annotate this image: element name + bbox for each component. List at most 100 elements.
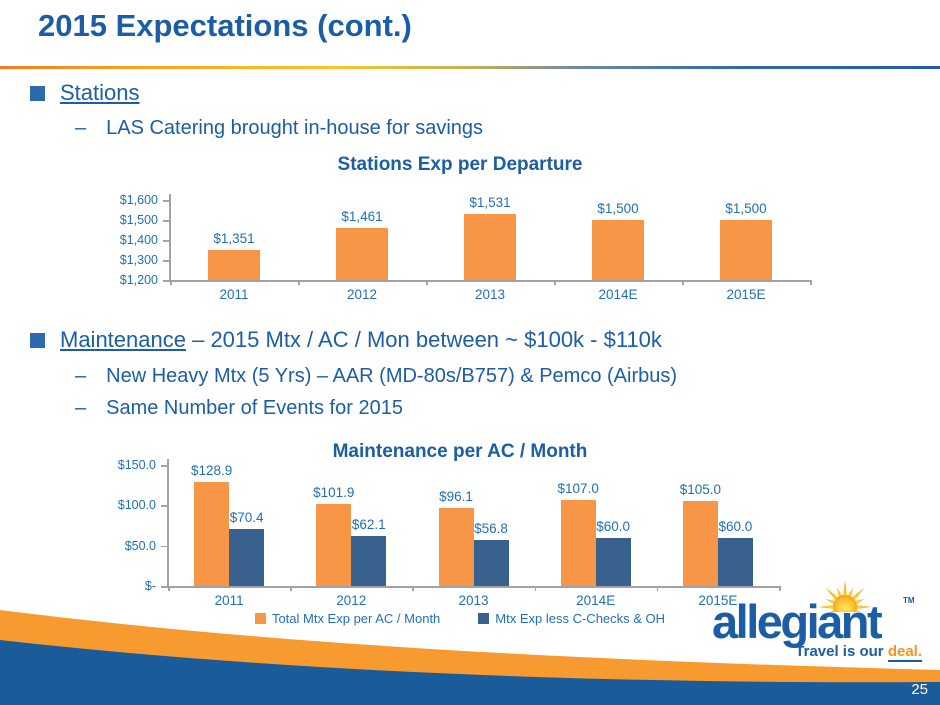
bar-value-label: $107.0 [557, 480, 599, 496]
y-axis-tick [161, 465, 167, 467]
chart-title: Stations Exp per Departure [337, 154, 583, 175]
x-axis-tick [170, 280, 172, 285]
bullet-stations-sub-label: LAS Catering brought in-house for saving… [106, 117, 484, 139]
chart-maintenance-per-ac-month: Maintenance per AC / Month $150.0 $100.0 $5… [100, 440, 820, 640]
bullet-stations: Stations [30, 80, 140, 106]
x-axis-tick [554, 280, 556, 285]
x-axis-tick [779, 586, 781, 591]
bar [464, 213, 516, 280]
bar [438, 508, 474, 586]
x-axis-tick [426, 280, 428, 285]
x-axis-tick [534, 586, 537, 591]
bar [682, 501, 718, 586]
bar-value-label: $1,461 [341, 208, 383, 224]
bar-value-label: $96.1 [439, 489, 473, 505]
y-axis-tick [163, 280, 169, 282]
bullet-maintenance-sub1-label: New Heavy Mtx (5 Yrs) – AAR (MD-80s/B757… [106, 365, 678, 387]
bar [316, 503, 352, 586]
logo-tagline: Travel is our deal. [795, 643, 922, 662]
y-axis-tick [161, 505, 167, 507]
y-axis-tick [163, 220, 169, 222]
legend-swatch-icon [254, 613, 266, 624]
x-axis-tick [656, 586, 659, 591]
allegiant-logo: allegiant TM Travel is our deal. [712, 570, 938, 665]
bullet-maintenance-label: Maintenance – 2015 Mtx / AC / Mon betwee… [60, 327, 662, 352]
x-axis-label: 2015E [726, 287, 766, 302]
x-axis-tick [168, 586, 170, 591]
x-axis-tick [810, 280, 812, 285]
y-axis-label: $150.0 [117, 458, 156, 472]
bullet-stations-label: Stations [60, 80, 140, 105]
bar-value-label: $1,351 [213, 230, 255, 246]
trademark-symbol: TM [903, 596, 915, 605]
x-axis-line [167, 586, 779, 588]
x-axis-label: 2011 [214, 593, 244, 608]
x-axis-label: 2014E [598, 287, 638, 302]
legend-label: Mtx Exp less C-Checks & OH [495, 611, 666, 626]
y-axis-tick [161, 586, 167, 588]
bullet-stations-sub: – LAS Catering brought in-house for savi… [75, 117, 483, 140]
bar-value-label: $128.9 [190, 463, 233, 479]
dash-bullet-icon: – [75, 117, 87, 139]
square-bullet-icon [30, 333, 45, 348]
legend-swatch-icon [478, 613, 490, 624]
x-axis-tick [412, 586, 414, 591]
x-axis-label: 2014E [576, 593, 616, 608]
bar-value-label: $1,500 [725, 201, 767, 216]
bullet-maintenance-sub1: – New Heavy Mtx (5 Yrs) – AAR (MD-80s/B7… [75, 365, 677, 388]
x-axis-tick [298, 280, 300, 285]
bullet-maintenance: Maintenance – 2015 Mtx / AC / Mon betwee… [30, 327, 662, 353]
y-axis-label: $50.0 [124, 538, 156, 553]
x-axis-label: 2013 [474, 287, 506, 302]
x-axis-label: 2012 [336, 593, 367, 608]
swoosh-blue-band [0, 640, 940, 705]
y-axis-tick [163, 240, 169, 242]
bar-value-label: $101.9 [313, 484, 355, 500]
y-axis-label: $1,300 [119, 253, 158, 267]
bar [595, 537, 631, 586]
page-number: 25 [911, 681, 928, 698]
logo-wordmark: allegiant [712, 595, 883, 648]
x-axis-tick [682, 280, 684, 285]
bar-value-label: $56.8 [474, 521, 508, 537]
x-axis-label: 2012 [346, 287, 378, 302]
bar-value-label: $105.0 [679, 482, 722, 498]
chart-stations-exp-per-departure: Stations Exp per Departure $1,600 $1,500 $1… [100, 152, 820, 312]
y-axis-line [167, 459, 169, 586]
legend-label: Total Mtx Exp per AC / Month [271, 611, 441, 626]
y-axis-tick [161, 545, 167, 548]
bar [720, 220, 772, 280]
bar-value-label: $70.4 [229, 510, 264, 526]
bar-value-label: $60.0 [718, 518, 753, 534]
y-axis-line [169, 194, 171, 280]
bar [208, 249, 260, 280]
y-axis-tick [163, 200, 169, 202]
y-axis-label: $1,200 [119, 273, 158, 287]
y-axis-label: $100.0 [117, 498, 156, 513]
y-axis-label: $1,400 [119, 233, 158, 247]
x-axis-label: 2015E [698, 593, 738, 608]
chart-legend: Total Mtx Exp per AC / Month Mtx Exp less… [100, 611, 820, 626]
bar [351, 535, 387, 586]
sun-icon [818, 580, 872, 612]
chart-title: Maintenance per AC / Month [332, 441, 588, 462]
y-axis-tick [163, 260, 169, 262]
dash-bullet-icon: – [75, 397, 87, 419]
bullet-maintenance-sub2: – Same Number of Events for 2015 [75, 397, 403, 420]
legend-item: Total Mtx Exp per AC / Month [254, 611, 441, 626]
x-axis-label: 2011 [219, 287, 249, 302]
logo-tagline-deal: deal. [887, 643, 922, 662]
bar [194, 482, 230, 586]
y-axis-label: $- [144, 579, 156, 593]
legend-item: Mtx Exp less C-Checks & OH [478, 611, 665, 626]
bar [560, 499, 596, 586]
bar [336, 227, 388, 280]
title-divider [0, 66, 940, 69]
y-axis-label: $1,500 [119, 213, 158, 227]
page-title: 2015 Expectations (cont.) [38, 8, 412, 43]
bar [592, 220, 644, 280]
bar-value-label: $62.1 [351, 516, 386, 532]
bar [229, 529, 265, 586]
bar-value-label: $1,500 [597, 201, 639, 216]
